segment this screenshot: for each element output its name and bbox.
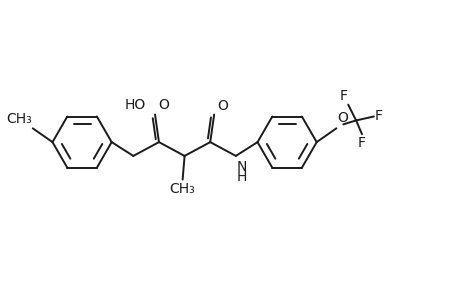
Text: H: H — [236, 170, 246, 184]
Text: O: O — [336, 111, 347, 125]
Text: O: O — [217, 98, 228, 112]
Text: HO: HO — [125, 98, 146, 112]
Text: F: F — [338, 89, 347, 103]
Text: F: F — [357, 136, 365, 150]
Text: F: F — [374, 110, 382, 124]
Text: CH₃: CH₃ — [6, 112, 32, 126]
Text: CH₃: CH₃ — [169, 182, 195, 196]
Text: O: O — [158, 98, 169, 112]
Text: N: N — [236, 160, 246, 174]
